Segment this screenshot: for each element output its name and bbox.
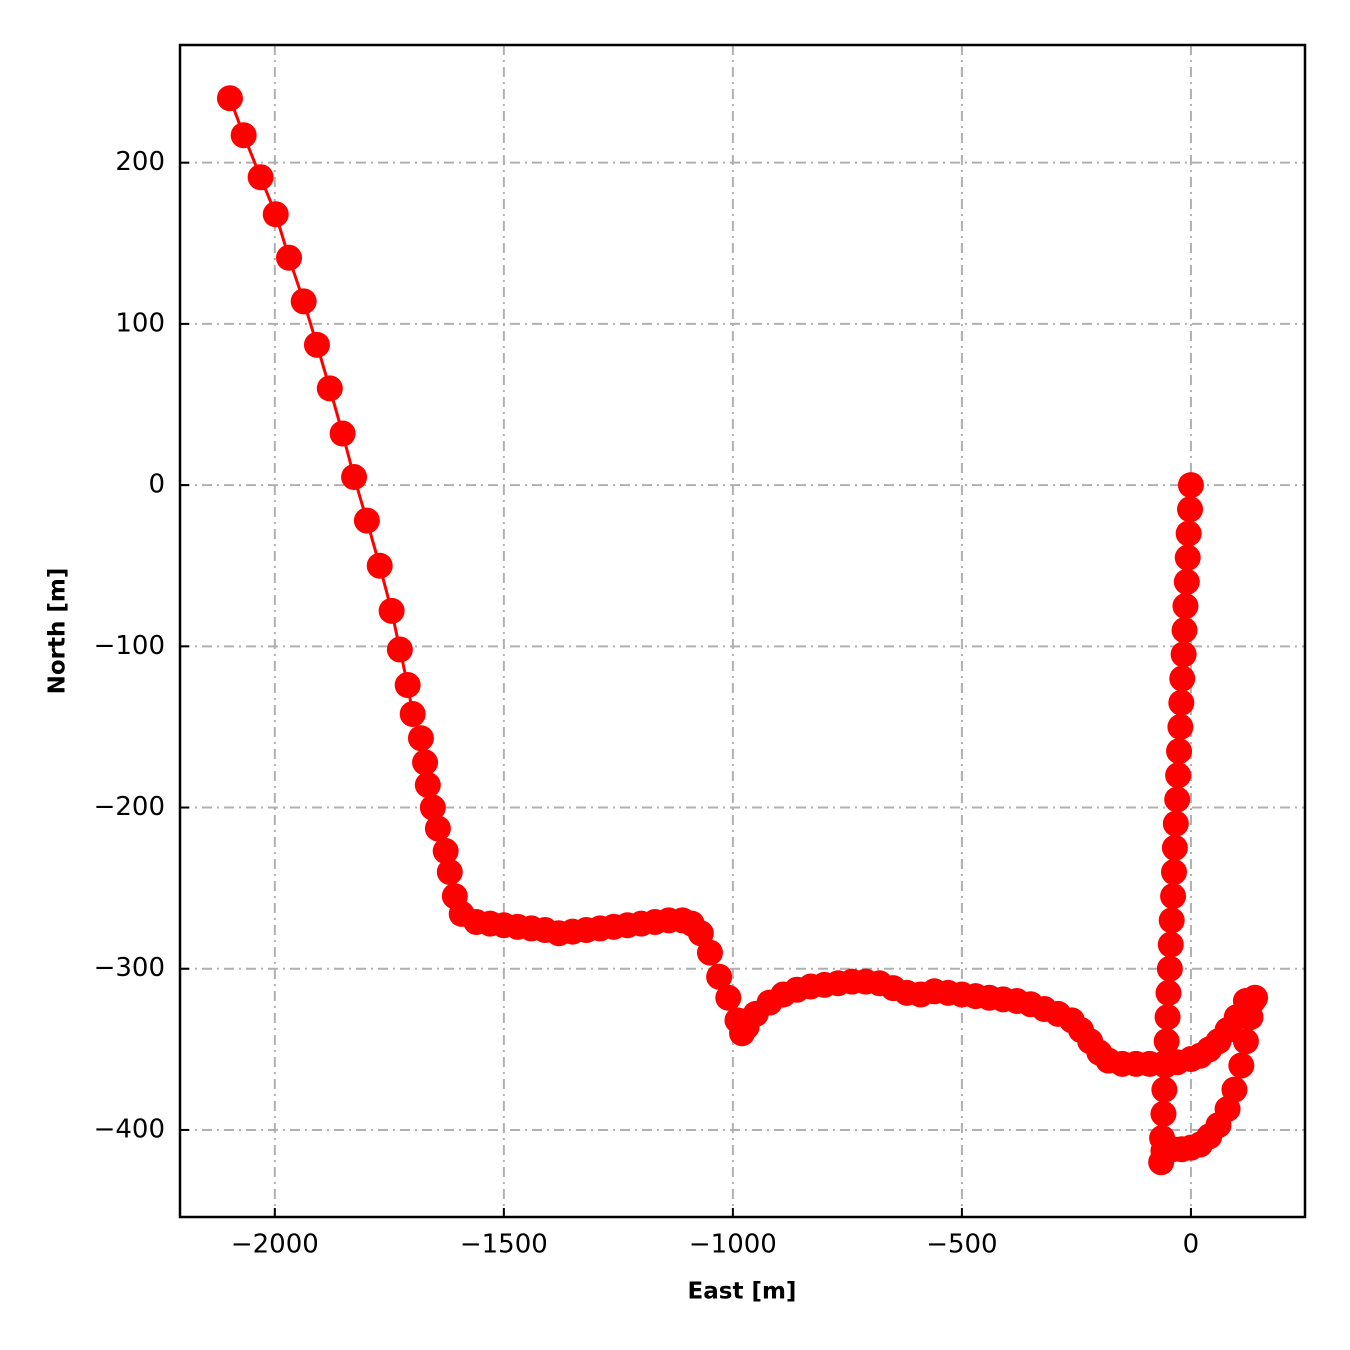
y-tick-label: −400 <box>94 1114 165 1144</box>
point-marker <box>1151 1076 1178 1103</box>
point-marker <box>1154 1004 1181 1031</box>
point-marker <box>414 771 441 798</box>
point-marker <box>1166 738 1193 765</box>
point-marker <box>290 288 317 315</box>
point-marker <box>715 984 742 1011</box>
y-axis-label: North [m] <box>45 568 71 695</box>
point-marker <box>329 420 356 447</box>
x-tick-label: −1000 <box>689 1230 777 1260</box>
point-marker <box>696 939 723 966</box>
point-marker <box>424 815 451 842</box>
y-tick-label: −100 <box>94 631 165 661</box>
point-marker <box>341 464 368 491</box>
point-marker <box>1165 762 1192 789</box>
point-marker <box>412 749 439 776</box>
y-tick-label: 100 <box>115 308 165 338</box>
point-marker <box>1169 665 1196 692</box>
point-marker <box>706 963 733 990</box>
point-marker <box>216 85 243 112</box>
y-tick-label: −200 <box>94 792 165 822</box>
point-marker <box>1170 641 1197 668</box>
point-marker <box>353 507 380 534</box>
point-marker <box>366 552 393 579</box>
y-tick-label: 200 <box>115 147 165 177</box>
point-marker <box>1228 1052 1255 1079</box>
point-marker <box>1172 593 1199 620</box>
point-marker <box>1164 786 1191 813</box>
point-marker <box>419 794 446 821</box>
point-marker <box>399 701 426 728</box>
y-tick-label: 0 <box>148 470 165 500</box>
point-marker <box>1221 1076 1248 1103</box>
point-marker <box>1162 810 1189 837</box>
point-marker <box>436 859 463 886</box>
point-marker <box>1155 979 1182 1006</box>
point-marker <box>1158 907 1185 934</box>
point-marker <box>1160 859 1187 886</box>
point-marker <box>1153 1028 1180 1055</box>
point-marker <box>1168 689 1195 716</box>
point-marker <box>1177 472 1204 499</box>
point-marker <box>1171 617 1198 644</box>
point-marker <box>1173 568 1200 595</box>
plot-frame <box>178 43 1307 1219</box>
point-marker <box>316 375 343 402</box>
point-marker <box>1157 931 1184 958</box>
point-marker <box>1161 834 1188 861</box>
point-marker <box>407 725 434 752</box>
x-tick-label: −2000 <box>231 1230 319 1260</box>
point-marker <box>432 838 459 865</box>
point-marker <box>247 164 274 191</box>
x-tick-label: −1500 <box>460 1230 548 1260</box>
x-tick-label: −500 <box>926 1230 997 1260</box>
point-marker <box>1175 520 1202 547</box>
point-marker <box>230 122 257 149</box>
trajectory-line <box>228 97 1260 1163</box>
x-axis-label: East [m] <box>688 1279 797 1305</box>
point-marker <box>724 1007 751 1034</box>
point-marker <box>1160 883 1187 910</box>
point-marker <box>1150 1100 1177 1127</box>
point-marker <box>262 201 289 228</box>
point-marker <box>303 331 330 358</box>
point-marker <box>1174 544 1201 571</box>
point-marker <box>276 244 303 271</box>
point-marker <box>378 597 405 624</box>
point-marker <box>1177 496 1204 523</box>
point-marker <box>386 636 413 663</box>
point-marker <box>1167 713 1194 740</box>
x-tick-label: 0 <box>1183 1230 1200 1260</box>
point-marker <box>1156 955 1183 982</box>
point-marker <box>394 672 421 699</box>
y-tick-label: −300 <box>94 953 165 983</box>
point-marker <box>441 883 468 910</box>
